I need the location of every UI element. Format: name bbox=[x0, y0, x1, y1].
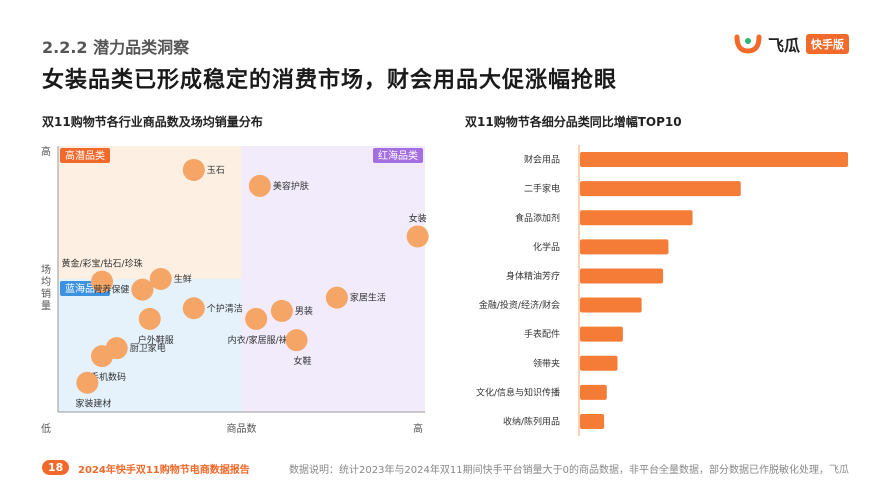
bar bbox=[580, 355, 618, 371]
point-label: 男装 bbox=[295, 305, 313, 317]
report-title: 2024年快手双11购物节电商数据报告 bbox=[78, 465, 250, 476]
point-label: 生鲜 bbox=[174, 273, 192, 285]
y-axis-label-char: 均 bbox=[41, 276, 51, 288]
brand-logo: 飞瓜 快手版 bbox=[734, 32, 849, 56]
bar bbox=[580, 181, 741, 197]
bar bbox=[580, 297, 642, 313]
scatter-chart-title: 双11购物节各行业商品数及场均销量分布 bbox=[42, 115, 263, 129]
scatter-point bbox=[182, 297, 205, 320]
scatter-point bbox=[131, 278, 154, 301]
point-label: 家居生活 bbox=[350, 292, 386, 304]
point-label: 女装 bbox=[409, 212, 427, 224]
quadrant-area bbox=[58, 146, 242, 279]
point-label: 个护清洁 bbox=[207, 302, 243, 314]
scatter-point bbox=[248, 174, 271, 197]
quadrant-label: 红海品类 bbox=[378, 149, 418, 162]
bar bbox=[580, 326, 623, 342]
x-axis-label: 商品数 bbox=[227, 422, 257, 435]
point-label: 户外鞋服 bbox=[138, 334, 174, 346]
quadrant-badge bbox=[373, 148, 423, 163]
point-label: 黄金/彩宝/钻石/珍珠 bbox=[61, 258, 142, 270]
quadrant-area bbox=[241, 146, 425, 412]
point-label: 厨卫家电 bbox=[130, 342, 166, 354]
point-label: 美容护肤 bbox=[273, 180, 309, 192]
scatter-point bbox=[406, 225, 429, 248]
bar bbox=[580, 384, 607, 400]
bar bbox=[580, 268, 664, 284]
x-high-label: 高 bbox=[413, 422, 423, 435]
point-label: 营养保健 bbox=[93, 284, 129, 296]
feigua-logo-icon bbox=[734, 34, 762, 54]
bar bbox=[580, 152, 848, 168]
bar-category-label: 身体精油芳疗 bbox=[506, 270, 560, 282]
y-high-label: 高 bbox=[41, 145, 51, 158]
point-label: 家装建材 bbox=[75, 398, 111, 410]
brand-name: 飞瓜 bbox=[767, 36, 800, 55]
x-low-label: 低 bbox=[41, 422, 51, 435]
bar bbox=[580, 210, 693, 226]
scatter-point bbox=[149, 268, 172, 290]
brand-badge: 快手版 bbox=[806, 34, 849, 54]
scatter-point bbox=[270, 299, 293, 322]
data-note: 数据说明：统计2023年与2024年双11期间快手平台销量大于0的商品数据，非平… bbox=[289, 465, 849, 476]
quadrant-label: 高潜品类 bbox=[65, 149, 105, 162]
y-axis-label-char: 量 bbox=[41, 300, 51, 312]
bar-category-label: 财会用品 bbox=[524, 154, 560, 166]
y-axis-label-char: 场 bbox=[41, 263, 51, 276]
bar bbox=[580, 413, 605, 429]
scatter-point bbox=[91, 345, 114, 368]
bar-category-label: 食品添加剂 bbox=[515, 212, 560, 224]
scatter-point bbox=[182, 158, 205, 181]
page-headline: 女装品类已形成稳定的消费市场，财会用品大促涨幅抢眼 bbox=[42, 68, 618, 93]
scatter-point bbox=[76, 371, 99, 394]
point-label: 手机数码 bbox=[90, 371, 126, 383]
bar bbox=[580, 239, 669, 255]
y-axis-label-char: 销 bbox=[41, 287, 51, 300]
bar-category-label: 收纳/陈列用品 bbox=[503, 415, 560, 427]
bar-category-label: 领带夹 bbox=[533, 357, 560, 369]
quadrant-badge bbox=[60, 148, 110, 163]
scatter-point bbox=[285, 329, 308, 352]
page-number: 18 bbox=[42, 460, 70, 475]
bar-category-label: 文化/信息与知识传播 bbox=[476, 386, 560, 398]
scatter-point bbox=[245, 307, 268, 330]
bar-category-label: 二手家电 bbox=[524, 183, 560, 195]
bar-category-label: 手表配件 bbox=[524, 328, 560, 340]
bar-chart-title: 双11购物节各细分品类同比增幅TOP10 bbox=[465, 115, 682, 129]
scatter-point bbox=[325, 286, 348, 309]
scatter-point bbox=[91, 270, 114, 293]
point-label: 女鞋 bbox=[294, 355, 312, 367]
point-label: 玉石 bbox=[207, 165, 225, 176]
point-label: 内衣/家居服/袜子 bbox=[228, 334, 297, 346]
scatter-point bbox=[138, 307, 161, 330]
bar-category-label: 化学品 bbox=[533, 241, 560, 253]
section-title: 2.2.2 潜力品类洞察 bbox=[42, 38, 190, 57]
bar-category-label: 金融/投资/经济/财会 bbox=[479, 299, 560, 311]
